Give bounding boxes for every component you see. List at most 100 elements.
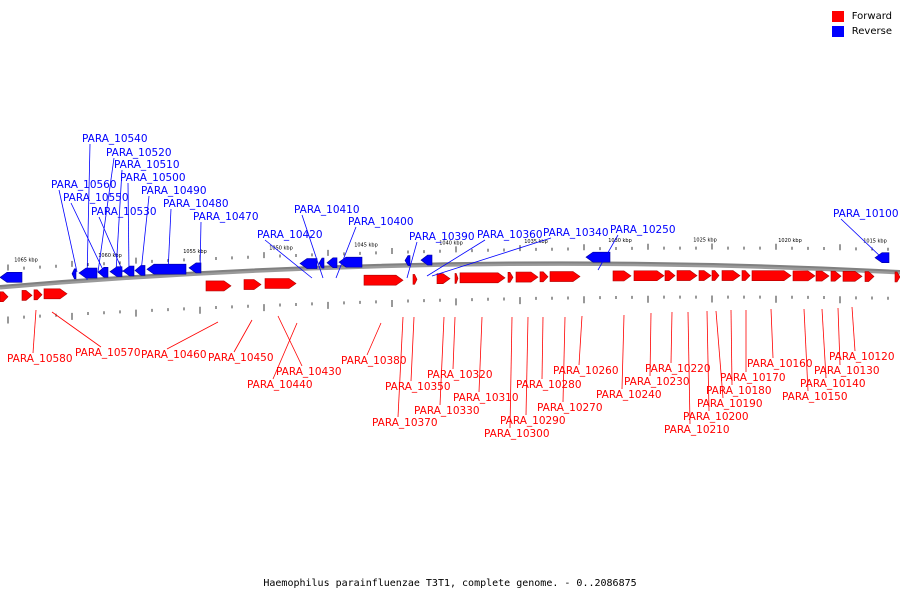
- reverse-label-connector: [301, 214, 324, 279]
- reverse-gene-label: PARA_10390: [409, 231, 475, 243]
- forward-gene-label: PARA_10220: [645, 363, 711, 375]
- forward-label-connector: [478, 316, 483, 393]
- reverse-swatch-icon: [831, 26, 844, 37]
- forward-gene-label: PARA_10150: [782, 391, 848, 403]
- reverse-label-connector: [431, 237, 552, 277]
- reverse-gene-label: PARA_10410: [294, 204, 360, 216]
- forward-gene-arrow: [894, 271, 900, 283]
- forward-label-connector: [541, 316, 544, 380]
- reverse-gene-arrow: [71, 268, 77, 280]
- reverse-label-connector: [98, 216, 124, 273]
- forward-gene-arrow: [21, 290, 33, 301]
- forward-gene-label: PARA_10320: [427, 369, 493, 381]
- forward-label-connector: [706, 310, 710, 412]
- kbp-label: 1060 kbp: [98, 253, 122, 259]
- forward-gene-label: PARA_10280: [516, 379, 582, 391]
- forward-label-connector: [851, 306, 856, 352]
- reverse-gene-arrow: [97, 266, 109, 278]
- reverse-gene-arrow: [78, 267, 98, 279]
- forward-label-connector: [525, 316, 529, 416]
- reverse-gene-label: PARA_10510: [114, 159, 180, 171]
- reverse-gene-arrow: [326, 257, 338, 269]
- forward-gene-label: PARA_10330: [414, 405, 480, 417]
- reverse-gene-label: PARA_10340: [543, 227, 609, 239]
- forward-gene-arrow: [549, 271, 581, 282]
- forward-gene-label: PARA_10290: [500, 415, 566, 427]
- reverse-label-connector: [97, 157, 115, 273]
- forward-gene-arrow: [815, 270, 830, 282]
- forward-label-connector: [509, 316, 513, 429]
- reverse-gene-label: PARA_10100: [833, 208, 899, 220]
- forward-gene-label: PARA_10430: [276, 366, 342, 378]
- forward-label-connector: [578, 315, 583, 366]
- forward-gene-label: PARA_10370: [372, 417, 438, 429]
- forward-label-connector: [277, 315, 303, 367]
- reverse-gene-arrow: [122, 265, 135, 277]
- reverse-label-connector: [115, 169, 123, 273]
- forward-gene-label: PARA_10210: [664, 424, 730, 436]
- legend-label-reverse: Reverse: [851, 26, 892, 37]
- forward-gene-label: PARA_10180: [706, 385, 772, 397]
- forward-gene-arrow: [33, 289, 43, 301]
- forward-gene-label: PARA_10120: [829, 351, 895, 363]
- forward-gene-arrow: [515, 271, 539, 283]
- forward-label-connector: [366, 322, 382, 356]
- forward-gene-label: PARA_10440: [247, 379, 313, 391]
- legend: Forward Reverse: [831, 9, 892, 39]
- forward-gene-arrow: [664, 270, 676, 281]
- forward-label-connector: [166, 321, 219, 350]
- forward-label-connector: [670, 311, 673, 364]
- forward-gene-arrow: [711, 270, 720, 281]
- forward-gene-arrow: [539, 271, 549, 283]
- reverse-gene-label: PARA_10470: [193, 211, 259, 223]
- forward-label-connector: [821, 308, 827, 379]
- reverse-gene-label: PARA_10400: [348, 216, 414, 228]
- reverse-label-connector: [264, 239, 313, 279]
- forward-gene-arrow: [363, 274, 404, 286]
- reverse-label-connector: [140, 195, 150, 273]
- backbone-shadow: [0, 262, 900, 290]
- forward-label-connector: [649, 312, 652, 377]
- reverse-gene-label: PARA_10550: [63, 192, 129, 204]
- reverse-gene-arrow: [420, 254, 433, 266]
- forward-gene-label: PARA_10270: [537, 402, 603, 414]
- reverse-label-connector: [58, 189, 78, 273]
- reverse-gene-label: PARA_10520: [106, 147, 172, 159]
- forward-gene-arrow: [751, 270, 792, 281]
- forward-gene-arrow: [864, 271, 875, 282]
- kbp-label: 1030 kbp: [608, 238, 632, 244]
- forward-gene-arrow: [0, 291, 9, 303]
- kbp-label: 1065 kbp: [14, 257, 38, 263]
- forward-label-connector: [803, 308, 809, 392]
- forward-label-connector: [439, 316, 445, 406]
- map-caption: Haemophilus parainfluenzae T3T1, complet…: [263, 578, 637, 589]
- forward-gene-arrow: [436, 273, 451, 284]
- forward-label-connector: [837, 307, 841, 366]
- forward-gene-label: PARA_10380: [341, 355, 407, 367]
- forward-gene-label: PARA_10240: [596, 389, 662, 401]
- forward-gene-arrow: [43, 288, 68, 300]
- kbp-label: 1045 kbp: [354, 243, 378, 249]
- reverse-gene-label: PARA_10480: [163, 198, 229, 210]
- forward-label-connector: [770, 308, 774, 359]
- reverse-gene-arrow: [146, 263, 187, 275]
- forward-gene-arrow: [698, 270, 712, 281]
- forward-gene-label: PARA_10170: [720, 372, 786, 384]
- forward-label-connector: [715, 310, 724, 399]
- forward-gene-arrow: [507, 272, 514, 283]
- reverse-label-connector: [335, 226, 357, 279]
- reverse-gene-label: PARA_10490: [141, 185, 207, 197]
- kbp-label: 1025 kbp: [693, 238, 717, 244]
- forward-gene-arrow: [792, 270, 816, 282]
- forward-gene-label: PARA_10230: [624, 376, 690, 388]
- kbp-label: 1020 kbp: [778, 238, 802, 244]
- forward-label-connector: [452, 316, 456, 370]
- forward-label-connector: [410, 316, 415, 382]
- reverse-gene-label: PARA_10560: [51, 179, 117, 191]
- reverse-gene-label: PARA_10530: [91, 206, 157, 218]
- reverse-gene-arrow: [338, 256, 363, 268]
- forward-gene-arrow: [205, 280, 232, 292]
- reverse-label-connector: [70, 202, 105, 273]
- reverse-label-connector: [840, 218, 883, 259]
